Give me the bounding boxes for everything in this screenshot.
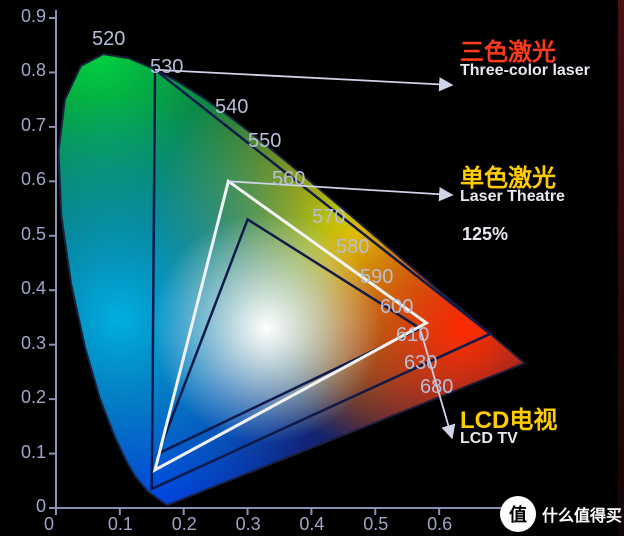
pointer-arrow-0: [155, 70, 452, 85]
wavelength-label: 600: [380, 296, 413, 319]
x-tick-label: 0.2: [172, 514, 197, 535]
y-tick-label: 0: [36, 496, 46, 517]
percent-label: 125%: [462, 224, 508, 245]
x-tick-label: 0.3: [236, 514, 261, 535]
watermark-badge: 值: [500, 496, 536, 532]
y-tick-label: 0.6: [21, 169, 46, 190]
wavelength-label: 530: [150, 56, 183, 79]
legend-en-0: Three-color laser: [460, 62, 590, 80]
y-tick-label: 0.4: [21, 278, 46, 299]
wavelength-label: 680: [420, 376, 453, 399]
wavelength-label: 520: [92, 28, 125, 51]
x-tick-label: 0.4: [299, 514, 324, 535]
y-tick-label: 0.1: [21, 442, 46, 463]
legend-en-2: LCD TV: [460, 430, 518, 448]
watermark-text: 什么值得买: [542, 502, 622, 526]
y-tick-label: 0.2: [21, 387, 46, 408]
wavelength-label: 570: [312, 206, 345, 229]
wavelength-label: 540: [215, 96, 248, 119]
wavelength-label: 580: [336, 236, 369, 259]
wavelength-label: 610: [396, 324, 429, 347]
x-tick-label: 0: [44, 514, 54, 535]
y-tick-label: 0.5: [21, 224, 46, 245]
watermark: 值 什么值得买: [500, 496, 622, 532]
wavelength-label: 590: [360, 266, 393, 289]
wavelength-label: 550: [248, 130, 281, 153]
x-tick-label: 0.1: [108, 514, 133, 535]
x-tick-label: 0.6: [427, 514, 452, 535]
legend-en-1: Laser Theatre: [460, 188, 565, 206]
wavelength-label: 560: [272, 168, 305, 191]
y-tick-label: 0.8: [21, 60, 46, 81]
y-tick-label: 0.3: [21, 333, 46, 354]
y-tick-label: 0.9: [21, 6, 46, 27]
wavelength-label: 630: [404, 352, 437, 375]
y-tick-label: 0.7: [21, 115, 46, 136]
x-tick-label: 0.5: [363, 514, 388, 535]
right-edge-strip: [618, 0, 624, 536]
